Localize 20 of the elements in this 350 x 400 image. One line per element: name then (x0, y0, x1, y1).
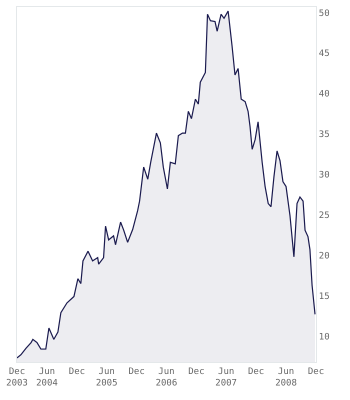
x-tick-label: Dec (68, 366, 86, 377)
y-tick-label: 30 (318, 170, 330, 181)
y-tick-label: 45 (318, 49, 330, 60)
y-tick-label: 35 (318, 130, 330, 140)
y-tick-label: 25 (318, 210, 330, 221)
x-tick-label: Dec 2003 (6, 366, 28, 388)
x-tick-label: Dec (188, 366, 205, 377)
y-tick-label: 20 (318, 251, 330, 262)
x-tick-label: Jun 2008 (275, 366, 297, 388)
x-tick-label: Dec (128, 366, 145, 377)
x-tick-label: Jun 2005 (96, 366, 118, 388)
x-tick-label: Dec (308, 366, 324, 377)
x-tick-label: Jun 2006 (156, 366, 178, 388)
y-tick-label: 40 (318, 90, 330, 100)
y-tick-label: 15 (318, 292, 330, 302)
x-tick-label: Jun 2007 (215, 366, 237, 388)
y-tick-label: 50 (318, 8, 330, 19)
y-tick-label: 10 (318, 332, 330, 342)
x-tick-label: Dec (248, 366, 264, 377)
x-tick-label: Jun 2004 (36, 366, 58, 388)
